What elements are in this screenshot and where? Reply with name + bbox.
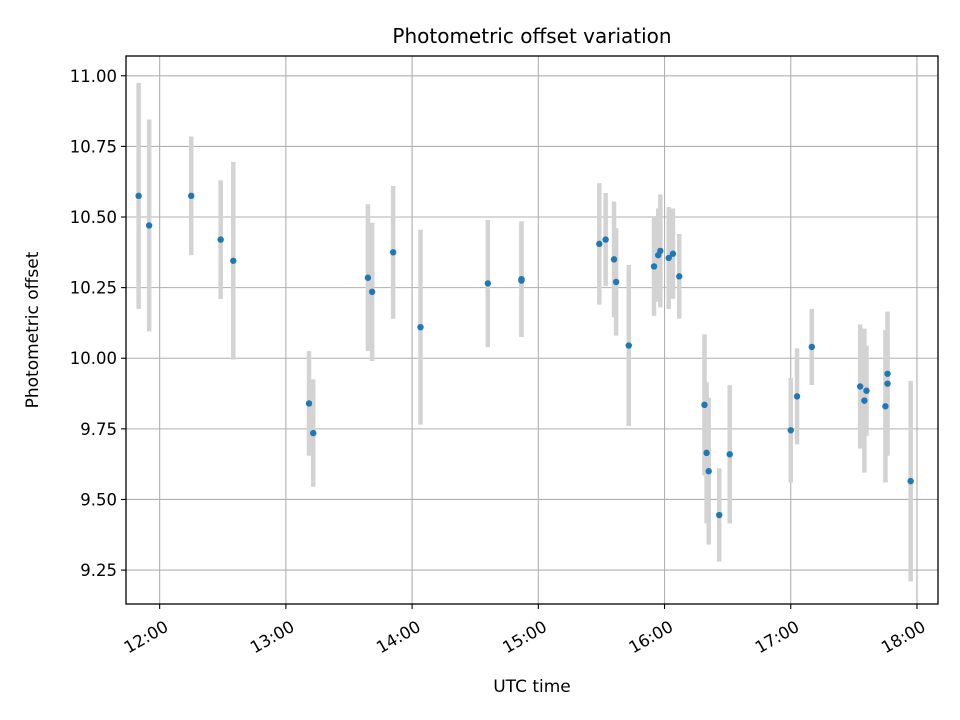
y-tick-label: 10.50 <box>70 208 117 227</box>
data-point <box>612 278 620 286</box>
y-tick-label: 10.75 <box>70 137 117 156</box>
data-point <box>188 192 195 200</box>
data-point <box>884 380 891 387</box>
y-tick-label: 9.25 <box>80 561 117 580</box>
data-point <box>716 511 723 519</box>
data-point <box>368 288 376 296</box>
y-tick-label: 11.00 <box>70 67 117 86</box>
data-point <box>650 263 658 270</box>
data-point <box>610 256 618 263</box>
data-point <box>669 250 677 257</box>
data-point <box>657 247 664 255</box>
data-point <box>602 236 609 243</box>
data-point <box>701 401 708 409</box>
y-tick-label: 10.00 <box>70 349 117 368</box>
data-point <box>389 249 397 256</box>
y-axis-title: Photometric offset <box>23 251 43 408</box>
data-point <box>625 342 632 349</box>
data-point <box>882 403 889 410</box>
data-point <box>518 277 525 284</box>
grid <box>126 56 938 604</box>
data-point <box>793 393 801 400</box>
chart-title: Photometric offset variation <box>392 24 671 48</box>
data-point <box>787 427 794 434</box>
data-point <box>135 192 142 200</box>
data-point <box>665 254 672 262</box>
y-tick-label: 9.75 <box>80 420 117 439</box>
data-point <box>861 397 868 404</box>
data-point <box>484 280 492 287</box>
data-point <box>884 370 891 377</box>
data-point <box>703 449 710 457</box>
y-tick-label: 10.25 <box>70 279 117 298</box>
data-point <box>596 240 603 248</box>
data-point <box>230 257 237 264</box>
data-point <box>145 222 153 229</box>
data-point <box>217 236 224 243</box>
data-point <box>705 468 712 475</box>
data-point <box>310 429 317 437</box>
data-point <box>417 323 424 331</box>
y-tick-label: 9.50 <box>80 490 117 509</box>
x-axis-title: UTC time <box>493 677 571 697</box>
plot-frame <box>125 55 939 605</box>
y-axis: 9.25 9.50 9.75 10.00 10.25 10.50 10.75 11.00 <box>70 67 126 580</box>
data-point <box>305 400 313 407</box>
data-point <box>863 387 870 394</box>
data-point <box>676 273 683 280</box>
data-point <box>907 477 914 485</box>
data-point <box>726 451 733 458</box>
data-point <box>856 383 864 390</box>
data-point <box>808 343 815 351</box>
data-points <box>135 192 914 519</box>
data-point <box>364 274 372 281</box>
